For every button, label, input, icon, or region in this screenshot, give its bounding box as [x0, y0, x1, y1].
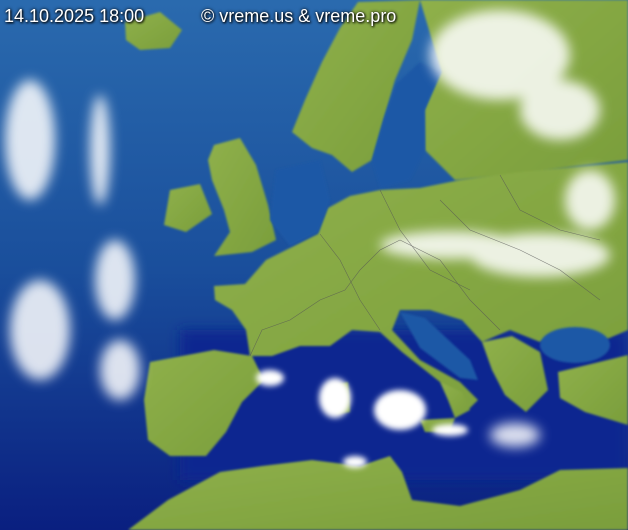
ireland: [164, 184, 212, 232]
adriatic-sea: [400, 312, 478, 380]
storm-cell-sardinia: [319, 378, 351, 418]
scandinavia: [292, 0, 420, 172]
seas-overlay: [270, 62, 610, 380]
balkans-greece: [482, 336, 548, 412]
north-sea: [270, 160, 330, 246]
black-sea: [540, 327, 610, 363]
iceland: [125, 12, 182, 50]
timestamp-label: 14.10.2025 18:00: [4, 6, 145, 26]
iberia: [144, 350, 264, 456]
copyright-label: © vreme.us & vreme.pro: [201, 6, 397, 26]
baltic-sea: [372, 62, 440, 188]
great-britain: [208, 138, 276, 256]
clouds: [5, 10, 615, 468]
storm-cell-tyrrhenian: [374, 390, 426, 430]
country-borders: [249, 174, 601, 357]
continental-europe: [214, 162, 628, 410]
italy-south: [440, 382, 470, 418]
north-africa: [128, 456, 628, 530]
turkey: [558, 355, 628, 425]
